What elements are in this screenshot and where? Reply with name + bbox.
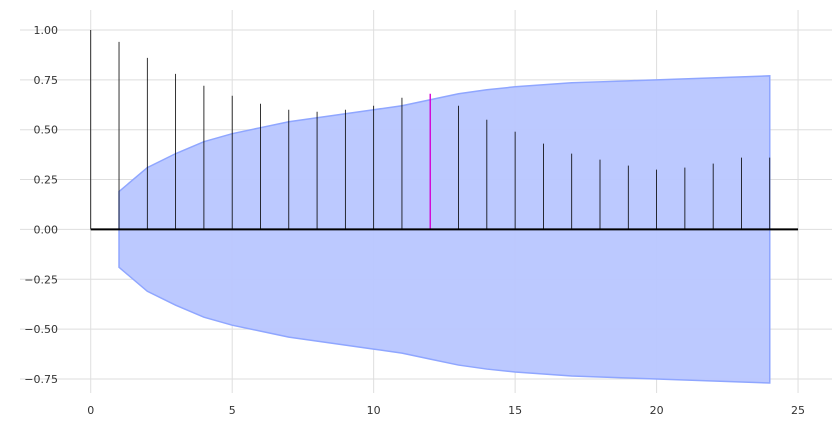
x-tick-label: 5 bbox=[229, 404, 236, 417]
y-tick-label: 0.50 bbox=[34, 124, 59, 137]
y-tick-label: 0.25 bbox=[34, 174, 59, 187]
x-tick-label: 0 bbox=[87, 404, 94, 417]
y-tick-label: 0.75 bbox=[34, 74, 59, 87]
y-tick-label: 1.00 bbox=[34, 24, 59, 37]
y-tick-label: −0.50 bbox=[24, 323, 58, 336]
y-tick-label: −0.25 bbox=[24, 273, 58, 286]
y-tick-label: 0.00 bbox=[34, 223, 59, 236]
x-tick-label: 10 bbox=[367, 404, 381, 417]
stems-layer bbox=[90, 29, 771, 230]
x-tick-label: 20 bbox=[650, 404, 664, 417]
x-tick-label: 25 bbox=[791, 404, 805, 417]
x-axis-ticks: 0 5 10 15 20 25 bbox=[87, 404, 805, 417]
y-axis-ticks: 1.00 0.75 0.50 0.25 0.00 −0.25 −0.50 −0.75 bbox=[24, 24, 58, 386]
x-tick-label: 15 bbox=[508, 404, 522, 417]
y-tick-label: −0.75 bbox=[24, 373, 58, 386]
